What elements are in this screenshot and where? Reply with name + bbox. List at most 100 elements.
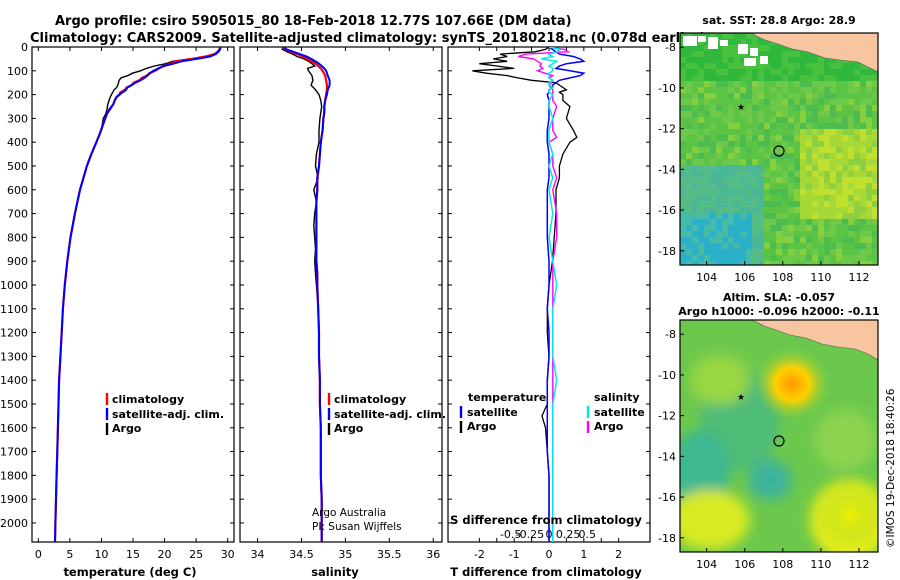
sst-pixel <box>686 81 692 87</box>
sst-pixel <box>866 261 872 265</box>
sst-pixel <box>788 159 794 165</box>
sst-pixel <box>752 75 758 81</box>
sst-pixel <box>866 213 872 219</box>
sst-pixel <box>704 63 710 69</box>
sst-pixel <box>728 159 734 165</box>
sst-pixel <box>830 219 836 225</box>
sst-pixel <box>782 225 788 231</box>
sst-pixel <box>728 165 734 171</box>
sst-pixel <box>758 105 764 111</box>
temperature-axis: 0 5 10 15 20 25 30 <box>35 47 235 561</box>
sst-pixel <box>680 261 686 265</box>
sst-pixel <box>824 261 830 265</box>
argo-position-marker <box>773 145 785 157</box>
sst-pixel <box>746 33 752 39</box>
sst-pixel <box>800 141 806 147</box>
sst-pixel <box>824 165 830 171</box>
sst-pixel <box>794 195 800 201</box>
sst-pixel <box>782 69 788 75</box>
sst-pixel <box>758 135 764 141</box>
sst-pixel <box>872 147 878 153</box>
depth-tick-label: 1400 <box>0 374 28 387</box>
sst-pixel <box>734 201 740 207</box>
sst-pixel <box>704 117 710 123</box>
sst-pixel <box>710 207 716 213</box>
x-tick-label: 30 <box>221 548 235 561</box>
sst-pixel <box>776 141 782 147</box>
temperature-panel <box>31 46 235 543</box>
sst-pixel <box>692 51 698 57</box>
sst-pixel <box>806 243 812 249</box>
sst-pixel <box>842 105 848 111</box>
sst-pixel <box>848 105 854 111</box>
sst-pixel <box>752 135 758 141</box>
sst-pixel <box>764 129 770 135</box>
sst-pixel <box>872 171 878 177</box>
depth-tick-label: 1700 <box>0 446 28 459</box>
sst-pixel <box>740 243 746 249</box>
sst-pixel <box>854 63 860 69</box>
sst-pixel <box>794 171 800 177</box>
map-x-tick-label: 108 <box>772 558 793 571</box>
sst-pixel <box>770 141 776 147</box>
sst-pixel <box>866 87 872 93</box>
sst-pixel <box>866 231 872 237</box>
sst-pixel <box>818 177 824 183</box>
sst-pixel <box>782 105 788 111</box>
sst-pixel <box>800 201 806 207</box>
sst-pixel <box>788 207 794 213</box>
sst-pixel <box>836 141 842 147</box>
sst-pixel <box>704 75 710 81</box>
sst-pixel <box>680 81 686 87</box>
sst-pixel <box>854 219 860 225</box>
sst-pixel <box>854 201 860 207</box>
sst-pixel <box>830 57 836 63</box>
sst-pixel <box>806 249 812 255</box>
sst-pixel <box>848 231 854 237</box>
sst-pixel <box>830 195 836 201</box>
sst-pixel <box>854 237 860 243</box>
sst-pixel <box>806 63 812 69</box>
sst-pixel <box>866 75 872 81</box>
sst-pixel <box>758 201 764 207</box>
sst-pixel <box>752 249 758 255</box>
sst-pixel <box>710 219 716 225</box>
sst-pixel <box>704 207 710 213</box>
sst-pixel <box>692 183 698 189</box>
sst-pixel <box>692 129 698 135</box>
sst-pixel <box>836 195 842 201</box>
sst-pixel <box>824 201 830 207</box>
sst-pixel <box>830 63 836 69</box>
sst-pixel <box>812 165 818 171</box>
sst-pixel <box>794 183 800 189</box>
sst-pixel <box>770 69 776 75</box>
sst-pixel <box>710 75 716 81</box>
sst-pixel <box>722 117 728 123</box>
sst-pixel <box>704 255 710 261</box>
sst-pixel <box>794 111 800 117</box>
sst-pixel <box>800 255 806 261</box>
sst-pixel <box>704 81 710 87</box>
sst-pixel <box>716 249 722 255</box>
sst-pixel <box>776 231 782 237</box>
sst-pixel <box>788 147 794 153</box>
sst-pixel <box>842 183 848 189</box>
sst-pixel <box>764 75 770 81</box>
sst-pixel <box>806 75 812 81</box>
sst-pixel <box>680 165 686 171</box>
sst-pixel <box>818 93 824 99</box>
sst-pixel <box>746 135 752 141</box>
sst-pixel <box>746 69 752 75</box>
sst-pixel <box>866 165 872 171</box>
sst-pixel <box>704 51 710 57</box>
sst-pixel <box>734 129 740 135</box>
sst-pixel <box>860 249 866 255</box>
legend-label-climatology: climatology <box>334 393 406 406</box>
sst-pixel <box>812 219 818 225</box>
sst-pixel <box>770 183 776 189</box>
sst-pixel <box>788 87 794 93</box>
sst-pixel <box>728 69 734 75</box>
sst-pixel <box>794 237 800 243</box>
sst-pixel <box>692 237 698 243</box>
sst-pixel <box>842 135 848 141</box>
